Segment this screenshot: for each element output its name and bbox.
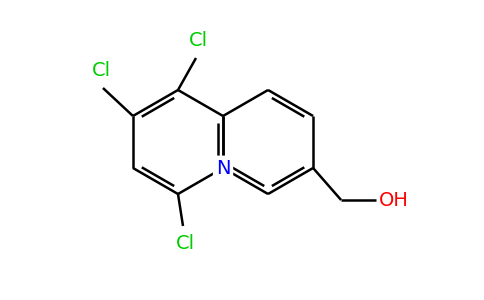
Text: OH: OH — [379, 190, 409, 209]
Text: Cl: Cl — [91, 61, 110, 80]
Text: N: N — [216, 158, 230, 178]
Text: Cl: Cl — [175, 234, 195, 253]
Text: Cl: Cl — [188, 31, 208, 50]
